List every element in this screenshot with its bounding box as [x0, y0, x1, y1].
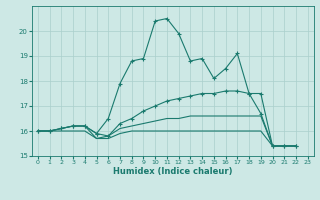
X-axis label: Humidex (Indice chaleur): Humidex (Indice chaleur): [113, 167, 233, 176]
